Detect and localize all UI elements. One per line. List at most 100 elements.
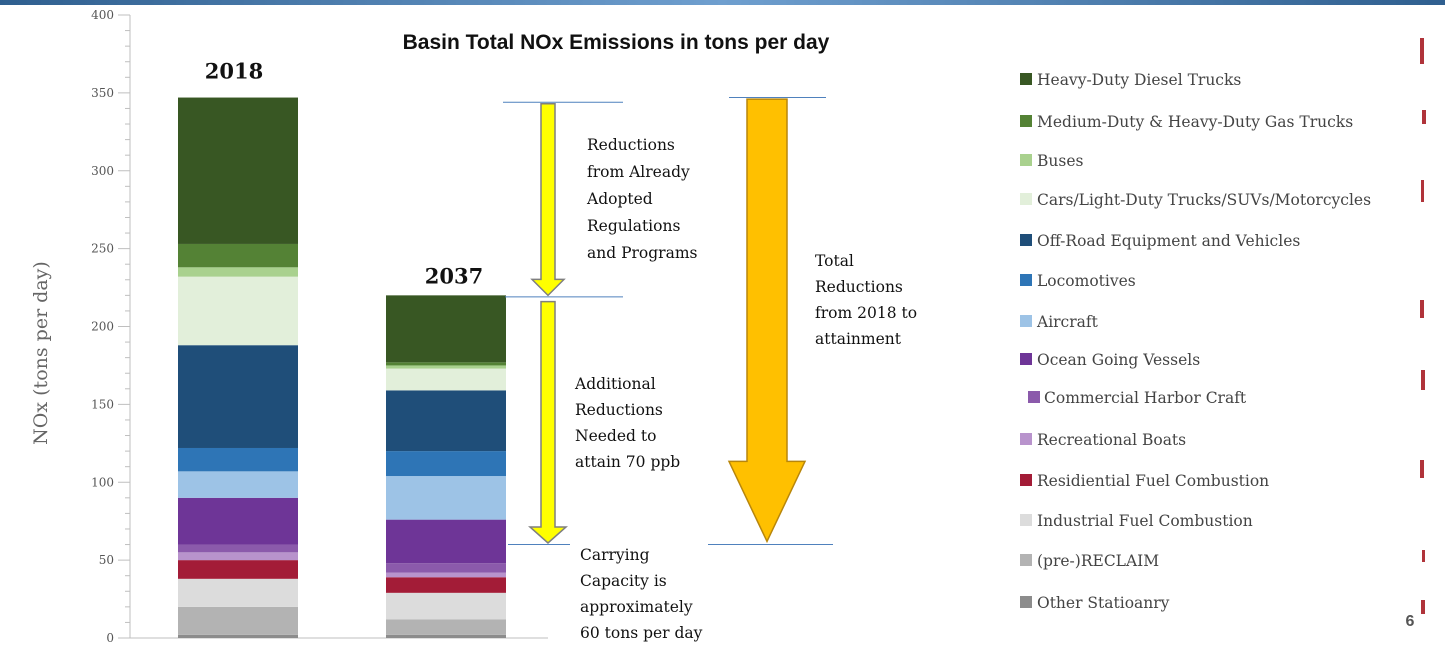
- top-accent-bar: [0, 0, 1445, 5]
- legend-label: Other Statioanry: [1037, 594, 1170, 612]
- annotation-total-reductions: Reductions: [815, 278, 903, 296]
- annotation-total-reductions: attainment: [815, 330, 902, 348]
- legend-swatch: [1020, 315, 1032, 327]
- bar-segment: [178, 497, 298, 545]
- legend-item: Heavy-Duty Diesel Trucks: [1020, 71, 1241, 89]
- y-tick-label: 200: [91, 320, 114, 334]
- legend: Heavy-Duty Diesel Trucks Medium-Duty & H…: [1020, 71, 1371, 612]
- legend-label: Buses: [1037, 152, 1084, 170]
- legend-item: Locomotives: [1020, 272, 1136, 290]
- legend-swatch: [1020, 73, 1032, 85]
- bar-segment: [386, 368, 506, 391]
- y-tick-label: 350: [91, 86, 114, 100]
- bar-segment: [386, 592, 506, 620]
- legend-swatch: [1020, 274, 1032, 286]
- reduction-annotations: Reductions from Already Adopted Regulations…: [503, 97, 917, 642]
- legend-item: Recreational Boats: [1020, 431, 1186, 449]
- bar-segment: [386, 519, 506, 564]
- legend-swatch: [1028, 391, 1040, 403]
- legend-label: Cars/Light-Duty Trucks/SUVs/Motorcycles: [1037, 191, 1371, 209]
- legend-swatch: [1020, 554, 1032, 566]
- legend-item: Residiential Fuel Combustion: [1020, 472, 1269, 490]
- bar-segment: [178, 267, 298, 277]
- legend-label: Ocean Going Vessels: [1037, 351, 1200, 369]
- arrow-total-reductions: [727, 98, 807, 544]
- arrow-additional-reductions: [528, 300, 568, 544]
- legend-label: Commercial Harbor Craft: [1044, 389, 1247, 407]
- legend-swatch: [1020, 154, 1032, 166]
- legend-item: Buses: [1020, 152, 1084, 170]
- legend-label: Industrial Fuel Combustion: [1037, 512, 1253, 530]
- chart-title: Basin Total NOx Emissions in tons per da…: [403, 31, 830, 54]
- bar-segment: [178, 276, 298, 346]
- bar-segment: [386, 365, 506, 369]
- bar-segment: [386, 619, 506, 635]
- annotation-already-adopted: and Programs: [587, 244, 698, 262]
- annotation-already-adopted: from Already: [587, 163, 690, 181]
- legend-label: Heavy-Duty Diesel Trucks: [1037, 71, 1241, 89]
- legend-label: Residiential Fuel Combustion: [1037, 472, 1269, 490]
- legend-swatch: [1020, 353, 1032, 365]
- legend-swatch: [1020, 596, 1032, 608]
- bar-segment: [178, 606, 298, 635]
- legend-swatch: [1020, 514, 1032, 526]
- legend-item: Medium-Duty & Heavy-Duty Gas Trucks: [1020, 113, 1353, 131]
- bar-segment: [178, 560, 298, 579]
- y-tick-label: 150: [91, 397, 114, 411]
- y-tick-label: 250: [91, 242, 114, 256]
- bar-segment: [178, 447, 298, 472]
- bar-segment: [386, 390, 506, 452]
- page-number: 6: [1406, 613, 1415, 630]
- bar-segment: [178, 634, 298, 638]
- arrow-already-adopted: [530, 103, 566, 297]
- y-tick-label: 100: [91, 475, 114, 489]
- legend-label: Off-Road Equipment and Vehicles: [1037, 232, 1300, 250]
- legend-label: Recreational Boats: [1037, 431, 1186, 449]
- annotation-carrying-capacity: Capacity is: [580, 572, 667, 590]
- bar-segment: [178, 243, 298, 268]
- legend-item: Ocean Going Vessels: [1020, 351, 1200, 369]
- legend-swatch: [1020, 234, 1032, 246]
- annotation-carrying-capacity: Carrying: [580, 546, 650, 564]
- annotation-already-adopted: Adopted: [586, 190, 653, 208]
- legend-item: Cars/Light-Duty Trucks/SUVs/Motorcycles: [1020, 191, 1371, 209]
- legend-swatch: [1020, 433, 1032, 445]
- legend-swatch: [1020, 115, 1032, 127]
- annotation-additional-reductions: Reductions: [575, 401, 663, 419]
- stacked-bars: 2018 2037: [178, 59, 506, 638]
- y-tick-label: 400: [91, 8, 114, 22]
- legend-label: Aircraft: [1036, 313, 1099, 331]
- annotation-total-reductions: from 2018 to: [815, 304, 917, 322]
- annotation-carrying-capacity: 60 tons per day: [580, 624, 703, 642]
- legend-item: Commercial Harbor Craft: [1028, 389, 1247, 407]
- bar-segment: [178, 97, 298, 244]
- legend-swatch: [1020, 474, 1032, 486]
- y-tick-label: 300: [91, 164, 114, 178]
- bar-segment: [178, 552, 298, 561]
- bar-segment: [386, 295, 506, 363]
- annotation-additional-reductions: attain 70 ppb: [575, 453, 680, 471]
- annotation-already-adopted: Reductions: [587, 136, 675, 154]
- legend-item: Other Statioanry: [1020, 594, 1170, 612]
- y-axis-label: NOx (tons per day): [30, 261, 52, 445]
- legend-item: Aircraft: [1020, 313, 1099, 331]
- bar-segment: [178, 471, 298, 498]
- legend-item: Off-Road Equipment and Vehicles: [1020, 232, 1300, 250]
- legend-swatch: [1020, 193, 1032, 205]
- bar-segment: [386, 362, 506, 366]
- legend-item: Industrial Fuel Combustion: [1020, 512, 1253, 530]
- legend-label: (pre-)RECLAIM: [1037, 552, 1159, 570]
- bar-segment: [178, 578, 298, 607]
- annotation-carrying-capacity: approximately: [580, 598, 693, 616]
- legend-label: Medium-Duty & Heavy-Duty Gas Trucks: [1037, 113, 1353, 131]
- bar-segment: [386, 451, 506, 477]
- annotation-additional-reductions: Needed to: [575, 427, 656, 445]
- y-tick-label: 0: [106, 631, 114, 645]
- legend-item: (pre-)RECLAIM: [1020, 552, 1159, 570]
- annotation-total-reductions: Total: [815, 252, 854, 270]
- annotation-already-adopted: Regulations: [587, 217, 680, 235]
- bar-segment: [386, 572, 506, 578]
- right-edge-decoration: [1420, 38, 1426, 614]
- y-tick-label: 50: [99, 553, 114, 567]
